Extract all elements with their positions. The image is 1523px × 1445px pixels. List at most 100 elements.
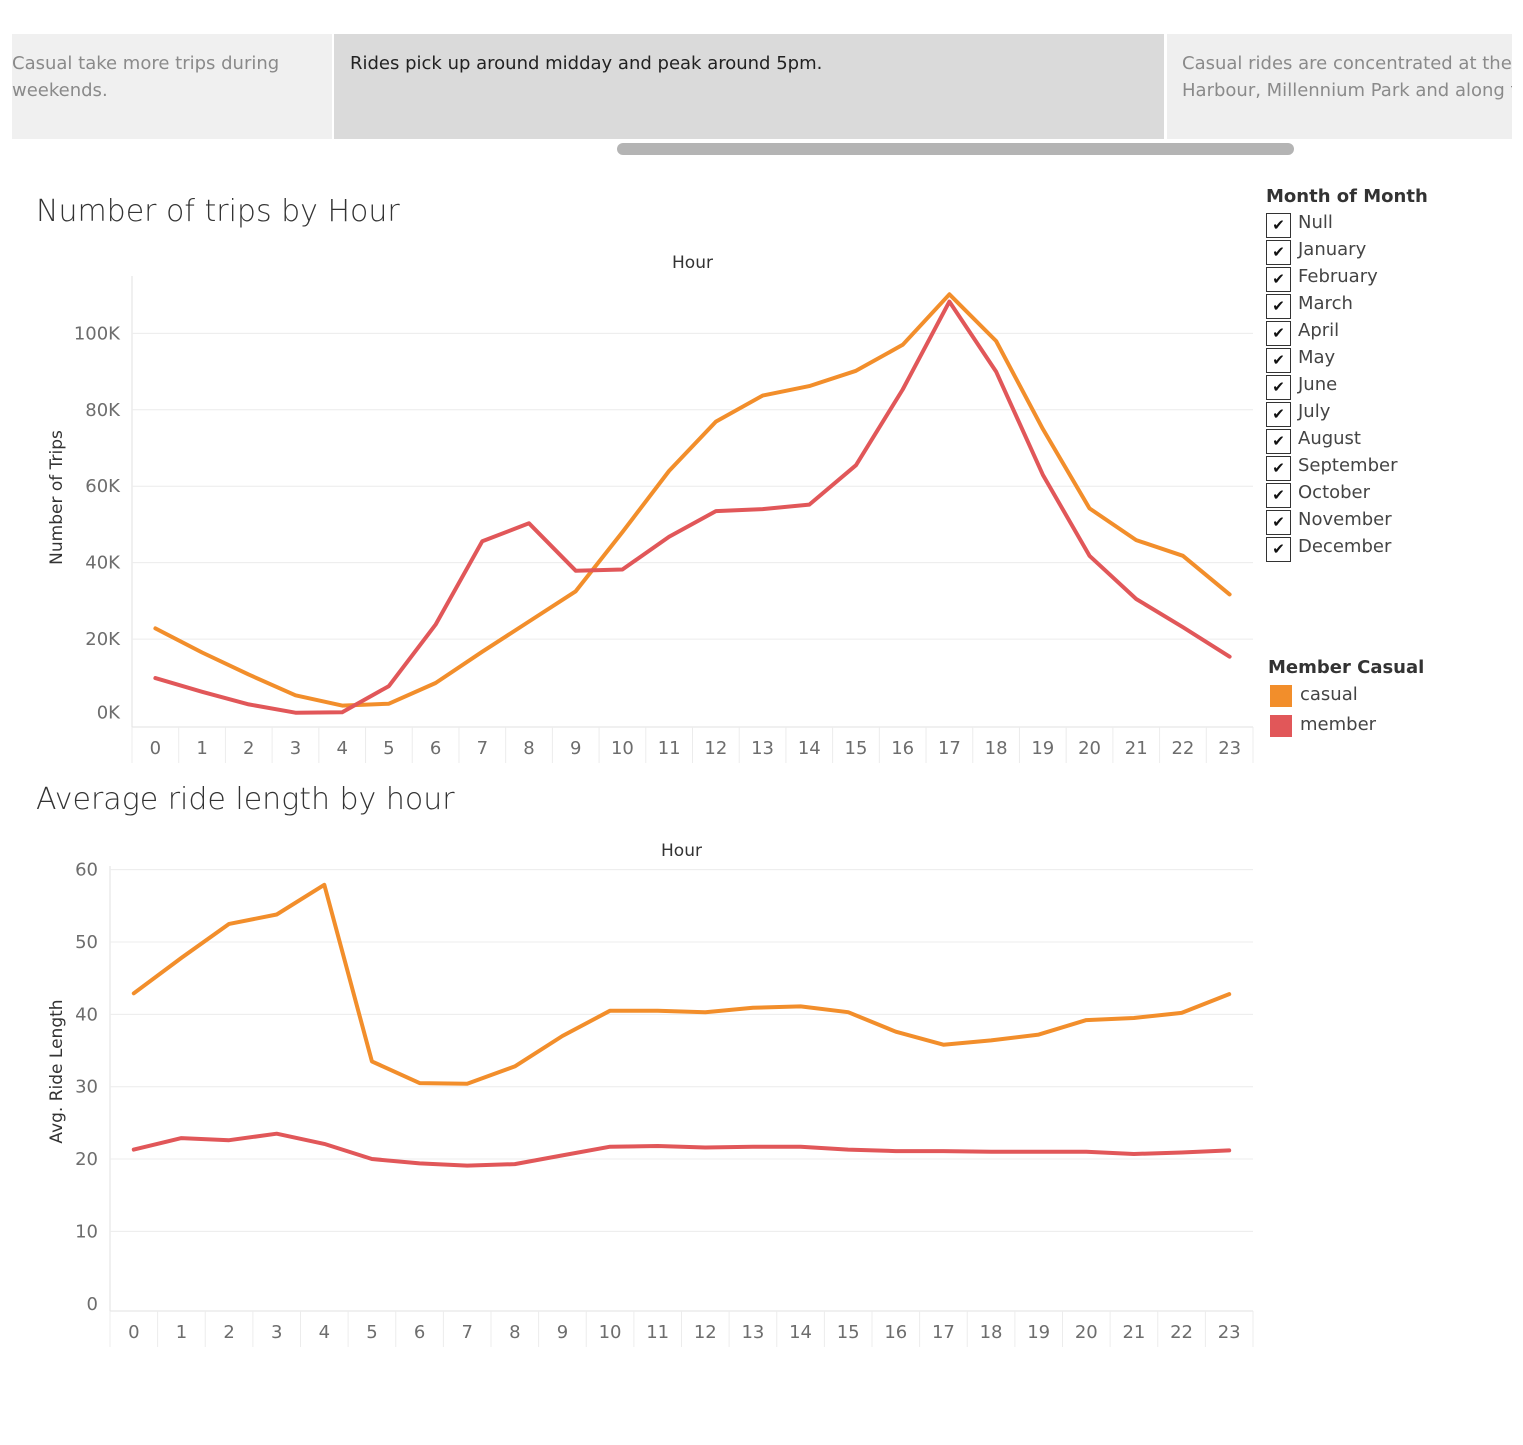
checkbox-checked-icon[interactable]: ✔: [1266, 537, 1291, 562]
series-line-casual: [131, 882, 1232, 1086]
month-filter-item-october[interactable]: ✔ October: [1266, 482, 1466, 509]
month-filter-label: January: [1298, 239, 1367, 260]
x-tick-label: 20: [1075, 1322, 1098, 1343]
y-tick-label: 30: [75, 1077, 98, 1098]
x-tick-label: 0: [150, 738, 161, 759]
checkbox-checked-icon[interactable]: ✔: [1266, 294, 1291, 319]
checkbox-checked-icon[interactable]: ✔: [1266, 510, 1291, 535]
x-tick-label: 22: [1170, 1322, 1193, 1343]
x-tick-label: 23: [1218, 1322, 1241, 1343]
x-tick-label: 9: [557, 1322, 568, 1343]
month-filter-item-august[interactable]: ✔ August: [1266, 428, 1466, 455]
x-axis-title: Hour: [672, 253, 713, 273]
x-tick-label: 4: [336, 738, 347, 759]
x-tick-label: 18: [980, 1322, 1003, 1343]
x-tick-label: 19: [1027, 1322, 1050, 1343]
x-tick-label: 1: [196, 738, 207, 759]
y-tick-label: 60K: [85, 476, 121, 497]
month-filter-item-february[interactable]: ✔ February: [1266, 266, 1466, 293]
month-filter-label: Null: [1298, 212, 1333, 233]
legend-label-casual: casual: [1300, 684, 1358, 705]
y-tick-label: 0K: [97, 703, 121, 724]
x-tick-label: 8: [523, 738, 534, 759]
legend-item-member[interactable]: member: [1270, 713, 1460, 739]
x-tick-label: 16: [884, 1322, 907, 1343]
month-filter-label: February: [1298, 266, 1378, 287]
story-point-text-line1: Rides pick up around midday and peak aro…: [350, 53, 823, 74]
story-navigator: Casual take more trips during weekends. …: [12, 34, 1512, 139]
checkbox-checked-icon[interactable]: ✔: [1266, 348, 1291, 373]
checkbox-checked-icon[interactable]: ✔: [1266, 213, 1291, 238]
month-filter-item-september[interactable]: ✔ September: [1266, 455, 1466, 482]
x-tick-label: 6: [414, 1322, 425, 1343]
story-point-midday-peak[interactable]: Rides pick up around midday and peak aro…: [334, 34, 1164, 139]
x-tick-label: 14: [789, 1322, 812, 1343]
x-tick-label: 20: [1078, 738, 1101, 759]
chart-title-trips: Number of trips by Hour: [36, 194, 400, 229]
x-tick-label: 15: [837, 1322, 860, 1343]
x-tick-label: 17: [932, 1322, 955, 1343]
checkbox-checked-icon[interactable]: ✔: [1266, 267, 1291, 292]
x-tick-label: 2: [223, 1322, 234, 1343]
checkbox-checked-icon[interactable]: ✔: [1266, 240, 1291, 265]
x-tick-label: 3: [290, 738, 301, 759]
month-filter-label: September: [1298, 455, 1398, 476]
checkbox-checked-icon[interactable]: ✔: [1266, 483, 1291, 508]
checkbox-checked-icon[interactable]: ✔: [1266, 456, 1291, 481]
x-tick-label: 12: [704, 738, 727, 759]
legend-title: Member Casual: [1268, 657, 1425, 678]
y-tick-label: 50: [75, 932, 98, 953]
story-point-weekends[interactable]: Casual take more trips during weekends.: [12, 34, 332, 139]
checkbox-checked-icon[interactable]: ✔: [1266, 375, 1291, 400]
month-filter-item-may[interactable]: ✔ May: [1266, 347, 1466, 374]
x-tick-label: 23: [1218, 738, 1241, 759]
x-tick-label: 10: [611, 738, 634, 759]
x-tick-label: 2: [243, 738, 254, 759]
checkbox-checked-icon[interactable]: ✔: [1266, 402, 1291, 427]
y-axis-title: Avg. Ride Length: [47, 999, 67, 1143]
month-filter-label: November: [1298, 509, 1392, 530]
month-filter-item-november[interactable]: ✔ November: [1266, 509, 1466, 536]
legend-swatch-casual: [1270, 685, 1292, 707]
story-point-text-line1: Casual rides are concentrated at the: [1182, 53, 1512, 74]
checkbox-checked-icon[interactable]: ✔: [1266, 429, 1291, 454]
x-tick-label: 21: [1122, 1322, 1145, 1343]
checkbox-checked-icon[interactable]: ✔: [1266, 321, 1291, 346]
month-filter-label: April: [1298, 320, 1340, 341]
x-tick-label: 8: [509, 1322, 520, 1343]
x-tick-label: 6: [430, 738, 441, 759]
x-axis-title: Hour: [661, 841, 702, 861]
y-tick-label: 20K: [85, 629, 121, 650]
month-filter-label: March: [1298, 293, 1353, 314]
y-tick-label: 80K: [85, 400, 121, 421]
story-point-text-line2: weekends.: [12, 80, 108, 101]
y-axis-title: Number of Trips: [47, 430, 67, 565]
x-tick-label: 22: [1171, 738, 1194, 759]
x-tick-label: 5: [366, 1322, 377, 1343]
x-tick-label: 18: [985, 738, 1008, 759]
month-filter-label: August: [1298, 428, 1361, 449]
month-filter-item-june[interactable]: ✔ June: [1266, 374, 1466, 401]
x-tick-label: 11: [658, 738, 681, 759]
month-filter-label: October: [1298, 482, 1371, 503]
story-point-locations[interactable]: Casual rides are concentrated at the Har…: [1167, 34, 1512, 139]
month-filter-item-january[interactable]: ✔ January: [1266, 239, 1466, 266]
x-tick-label: 13: [741, 1322, 764, 1343]
month-filter-item-december[interactable]: ✔ December: [1266, 536, 1466, 563]
month-filter-item-april[interactable]: ✔ April: [1266, 320, 1466, 347]
month-filter-title: Month of Month: [1266, 186, 1428, 207]
x-tick-label: 5: [383, 738, 394, 759]
story-point-text-line1: Casual take more trips during: [12, 53, 280, 74]
x-tick-label: 14: [798, 738, 821, 759]
month-filter-label: July: [1298, 401, 1331, 422]
series-line-member: [131, 1131, 1232, 1168]
x-tick-label: 11: [646, 1322, 669, 1343]
month-filter-item-july[interactable]: ✔ July: [1266, 401, 1466, 428]
month-filter-item-null[interactable]: ✔ Null: [1266, 212, 1466, 239]
month-filter-item-march[interactable]: ✔ March: [1266, 293, 1466, 320]
story-scrollbar[interactable]: [617, 143, 1294, 155]
x-tick-label: 3: [271, 1322, 282, 1343]
legend-item-casual[interactable]: casual: [1270, 683, 1460, 709]
